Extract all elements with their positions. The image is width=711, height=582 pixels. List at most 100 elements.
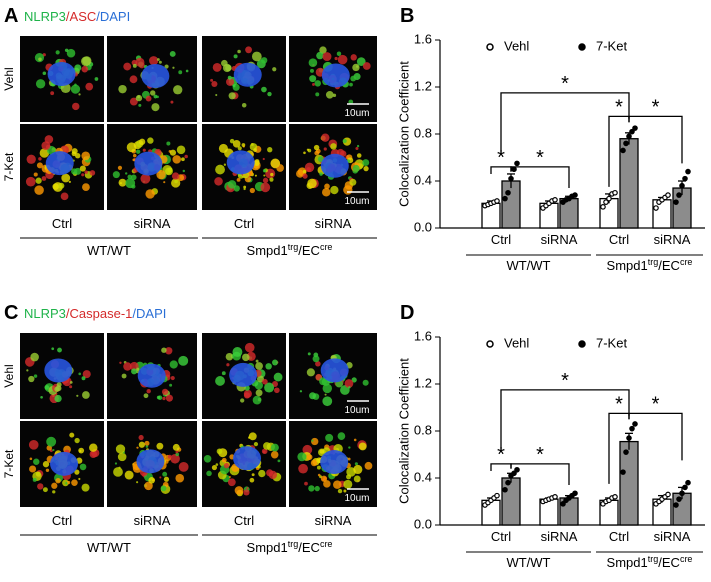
- data-point: [494, 492, 500, 499]
- signal: [26, 369, 29, 372]
- signal: [71, 148, 78, 155]
- signal: [234, 486, 244, 495]
- y-tick-label: 0.0: [414, 516, 432, 531]
- x-tick-label: Ctrl: [491, 232, 511, 247]
- signal: [169, 360, 178, 369]
- signal: [226, 363, 230, 367]
- signal: [113, 467, 123, 477]
- y-tick-label: 0.4: [414, 469, 432, 484]
- signal: [270, 450, 279, 459]
- signal: [37, 483, 44, 490]
- signal: [349, 178, 357, 186]
- signal: [167, 167, 173, 173]
- signal: [170, 453, 180, 464]
- signal: [227, 478, 236, 487]
- signal: [144, 481, 153, 491]
- signal: [227, 180, 237, 189]
- data-point: [552, 493, 558, 500]
- signal: [251, 51, 262, 62]
- signal: [255, 359, 259, 363]
- signal: [65, 482, 68, 485]
- signal: [124, 470, 134, 480]
- label-part: /EC: [298, 243, 320, 258]
- data-point: [620, 469, 626, 475]
- scale-label: 10um: [344, 493, 369, 504]
- signal: [347, 457, 351, 461]
- signal: [82, 183, 90, 192]
- data-point: [600, 204, 606, 210]
- signal: [352, 63, 360, 72]
- signal: [298, 463, 308, 474]
- signal: [55, 477, 61, 484]
- signal: [306, 148, 310, 151]
- signal: [38, 57, 42, 62]
- signal: [41, 141, 51, 151]
- signal: [163, 476, 170, 482]
- column-label: Ctrl: [234, 513, 254, 528]
- signal: [363, 165, 369, 172]
- signal: [69, 385, 73, 389]
- signal: [334, 56, 338, 61]
- signal: [337, 488, 343, 494]
- scale-label: 10um: [344, 108, 369, 119]
- signal: [82, 370, 91, 379]
- x-tick-label: siRNA: [654, 529, 691, 544]
- signal: [319, 377, 328, 386]
- signal: [260, 182, 271, 193]
- signal: [223, 462, 230, 469]
- label-part: Smpd1: [607, 258, 648, 273]
- signal: [174, 179, 178, 184]
- signal: [306, 368, 315, 377]
- signal: [297, 452, 307, 462]
- column-label: siRNA: [134, 216, 171, 231]
- signal: [74, 469, 80, 475]
- column-label: Ctrl: [52, 216, 72, 231]
- signal: [25, 176, 36, 187]
- superscript: cre: [320, 242, 333, 252]
- signal: [243, 389, 252, 398]
- data-point: [502, 195, 508, 202]
- signal: [253, 148, 257, 153]
- signal: [140, 173, 151, 184]
- signal: [132, 158, 136, 162]
- signal: [214, 177, 223, 186]
- data-point: [632, 421, 638, 427]
- signal: [118, 178, 127, 187]
- stain-part: /ASC: [66, 9, 96, 24]
- signal: [44, 385, 50, 390]
- data-point: [626, 435, 632, 441]
- signal: [353, 438, 357, 442]
- signal: [70, 84, 81, 94]
- signal: [156, 442, 164, 450]
- signal: [310, 459, 318, 467]
- signal: [78, 372, 82, 376]
- signal: [262, 168, 267, 173]
- signal: [52, 183, 59, 190]
- signal: [166, 141, 171, 146]
- y-tick-label: 0.0: [414, 219, 432, 234]
- column-label: Ctrl: [52, 513, 72, 528]
- data-point: [612, 493, 618, 500]
- signal: [175, 450, 179, 454]
- signal: [42, 487, 48, 493]
- signal: [319, 46, 327, 54]
- signal: [323, 147, 327, 151]
- signal: [36, 162, 43, 169]
- data-point: [629, 425, 635, 432]
- signal: [123, 62, 132, 71]
- nucleus: [136, 449, 165, 474]
- signal: [232, 84, 236, 88]
- signal: [296, 169, 305, 178]
- signal: [165, 394, 173, 402]
- signal: [322, 383, 333, 394]
- signal: [172, 155, 182, 164]
- data-point: [511, 166, 517, 173]
- signal: [132, 153, 137, 158]
- data-point: [623, 140, 629, 147]
- signal: [362, 379, 369, 386]
- signal: [156, 149, 160, 153]
- signal: [274, 387, 280, 394]
- signal: [270, 172, 274, 177]
- data-point: [514, 160, 520, 167]
